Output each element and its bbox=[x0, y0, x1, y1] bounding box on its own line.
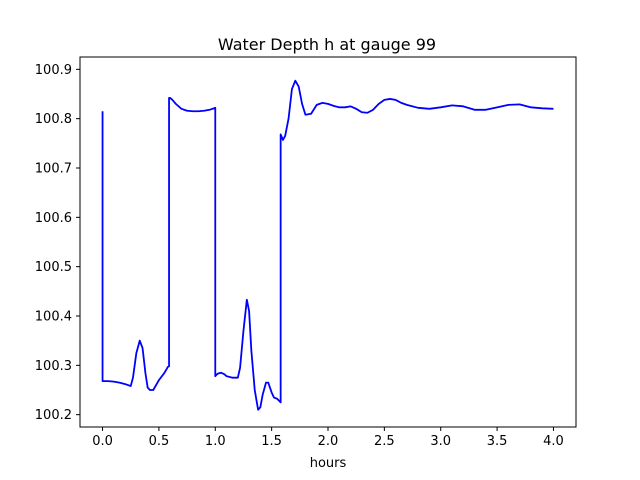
x-axis: 0.0 0.5 1.0 1.5 2.0 2.5 3.0 3.5 4.0 bbox=[92, 427, 564, 449]
y-tick-label: 100.9 bbox=[35, 63, 72, 78]
y-tick-label: 100.6 bbox=[35, 211, 72, 226]
y-tick-label: 100.4 bbox=[35, 310, 72, 325]
plot-area bbox=[101, 79, 554, 411]
y-tick-label: 100.5 bbox=[35, 260, 72, 275]
x-tick-label: 0.5 bbox=[149, 434, 170, 449]
x-tick-label: 3.0 bbox=[430, 434, 451, 449]
x-tick-label: 2.0 bbox=[318, 434, 339, 449]
y-tick-label: 100.7 bbox=[35, 162, 72, 177]
y-tick-label: 100.8 bbox=[35, 112, 72, 127]
x-tick-label: 3.5 bbox=[487, 434, 508, 449]
y-tick-label: 100.2 bbox=[35, 408, 72, 423]
x-axis-label: hours bbox=[310, 456, 347, 471]
chart-title: Water Depth h at gauge 99 bbox=[218, 35, 436, 54]
x-tick-label: 1.5 bbox=[261, 434, 282, 449]
x-tick-label: 4.0 bbox=[543, 434, 564, 449]
x-tick-label: 1.0 bbox=[205, 434, 226, 449]
plot-frame bbox=[79, 56, 577, 428]
y-axis: 100.2 100.3 100.4 100.5 100.6 100.7 100.8 100.9 bbox=[35, 63, 80, 423]
x-tick-label: 2.5 bbox=[374, 434, 395, 449]
y-tick-label: 100.3 bbox=[35, 359, 72, 374]
series-line-0 bbox=[101, 79, 554, 411]
x-tick-label: 0.0 bbox=[92, 434, 113, 449]
